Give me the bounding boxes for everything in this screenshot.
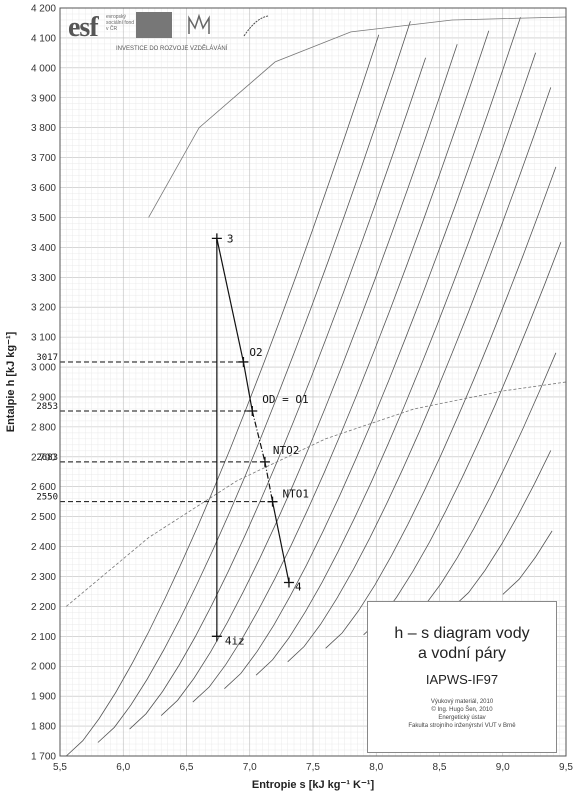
- isobar-line: [407, 352, 557, 622]
- y-tick-label: 2 900: [31, 392, 56, 403]
- expansion-line: [264, 461, 274, 502]
- y-tick-label: 2 200: [31, 602, 56, 613]
- y-tick-label: 4 100: [31, 33, 56, 44]
- y-tick-label: 2 300: [31, 572, 56, 583]
- axis-ticks: 1 700 1 800 1 900 2 000 2 100 2 200 2 300 2 400…: [31, 4, 573, 774]
- expansion-line: [216, 238, 245, 363]
- y-tick-label: 3 000: [31, 363, 56, 374]
- isobar-line: [287, 87, 552, 663]
- standard-label: IAPWS-IF97: [425, 672, 499, 687]
- y-tick-label: 3 600: [31, 183, 56, 194]
- isobar-line: [97, 21, 411, 743]
- state-point-marker: [267, 496, 278, 507]
- credit-2: © Ing. Hugo Šen, 2010: [431, 707, 493, 713]
- logo-strip: esf evropský sociální fond v ČR INVESTIC…: [68, 12, 288, 52]
- y-tick-label: 2 000: [31, 662, 56, 673]
- credit-4: Fakulta strojního inženýrství VUT v Brně: [408, 723, 516, 729]
- y-tick-label: 1 800: [31, 722, 56, 733]
- state-point-label: NTO2: [273, 444, 300, 457]
- credit-3: Energetický ústav: [438, 715, 486, 721]
- process-lines: 3017 2853 2683 2550 3 O2 OD = O1 NTO2 NTO1 4 4iz: [36, 232, 309, 647]
- credit-1: Výukový materiál, 2010: [430, 699, 494, 705]
- isobar-line: [363, 242, 562, 636]
- y-tick-label: 4 200: [31, 4, 56, 15]
- y-tick-label: 2 500: [31, 512, 56, 523]
- state-point-label: 4iz: [225, 634, 245, 647]
- state-point-label: 4: [295, 580, 302, 593]
- isobar-line: [255, 52, 536, 676]
- ministry-logo: [188, 13, 210, 34]
- y-tick-label: 2 800: [31, 422, 56, 433]
- y-tick-label: 2 600: [31, 482, 56, 493]
- enthalpy-marker-label: 2550: [36, 493, 58, 503]
- title-box: h – s diagram vody a vodní páry IAPWS-IF…: [367, 601, 557, 753]
- state-point-label: OD = O1: [262, 393, 308, 406]
- x-tick-label: 8,5: [433, 762, 447, 773]
- isobar-line: [502, 530, 553, 595]
- isobar-line: [224, 17, 521, 689]
- temperature-envelope: [148, 16, 567, 218]
- enthalpy-marker-label: 3017: [36, 353, 58, 363]
- y-axis-label: Entalpie h [kJ kg⁻¹]: [5, 331, 17, 432]
- y-tick-label: 1 700: [31, 752, 56, 763]
- y-tick-label: 3 500: [31, 213, 56, 224]
- esf-subtitle: evropský sociální fond v ČR: [106, 14, 135, 32]
- x-tick-label: 7,0: [243, 762, 257, 773]
- state-point-marker: [283, 577, 294, 588]
- y-tick-label: 3 100: [31, 333, 56, 344]
- y-tick-label: 1 900: [31, 692, 56, 703]
- state-point-marker: [238, 356, 249, 367]
- y-tick-label: 4 000: [31, 63, 56, 74]
- y-tick-label: 3 400: [31, 243, 56, 254]
- expansion-line: [242, 361, 253, 412]
- expansion-line: [251, 410, 266, 463]
- y-tick-label: 2 100: [31, 632, 56, 643]
- signature-logo: [243, 15, 269, 37]
- eu-flag-logo: [136, 12, 172, 38]
- y-tick-label: 2 400: [31, 542, 56, 553]
- y-tick-label: 3 800: [31, 123, 56, 134]
- state-curves: [66, 16, 567, 757]
- state-point-marker: [211, 233, 222, 244]
- saturation-curve: [66, 381, 567, 607]
- isobar-line: [451, 450, 552, 609]
- y-tick-label: 3 900: [31, 93, 56, 104]
- y-tick-label: 3 200: [31, 303, 56, 314]
- title-line-1: h – s diagram vody: [394, 625, 530, 642]
- logo-tagline: INVESTICE DO ROZVOJE VZDĚLÁVÁNÍ: [116, 46, 228, 52]
- state-point-marker: [211, 631, 222, 642]
- isobar-line: [325, 166, 557, 649]
- state-point-label: O2: [249, 346, 262, 359]
- x-tick-label: 8,0: [369, 762, 383, 773]
- x-tick-label: 6,5: [180, 762, 194, 773]
- x-tick-label: 6,0: [116, 762, 130, 773]
- isobar-line: [66, 34, 380, 757]
- state-point-marker: [247, 406, 258, 417]
- state-point-label: 3: [227, 232, 234, 245]
- isobar-line: [129, 57, 426, 730]
- plot-frame: [59, 7, 567, 757]
- y-tick-label: 2 700: [31, 452, 56, 463]
- title-line-2: a vodní páry: [417, 645, 507, 662]
- state-point-marker: [259, 456, 270, 467]
- x-tick-label: 9,0: [496, 762, 510, 773]
- x-tick-label: 5,5: [53, 762, 67, 773]
- expansion-line: [271, 501, 290, 583]
- x-axis-label: Entropie s [kJ kg⁻¹ K⁻¹]: [252, 779, 375, 791]
- y-tick-label: 3 700: [31, 153, 56, 164]
- enthalpy-marker-label: 2683: [36, 453, 58, 463]
- x-tick-label: 7,5: [306, 762, 320, 773]
- state-point-label: NTO1: [283, 488, 310, 501]
- esf-logo: esf: [68, 12, 99, 43]
- y-tick-label: 3 300: [31, 273, 56, 284]
- enthalpy-marker-label: 2853: [36, 402, 58, 412]
- x-tick-label: 9,5: [559, 762, 573, 773]
